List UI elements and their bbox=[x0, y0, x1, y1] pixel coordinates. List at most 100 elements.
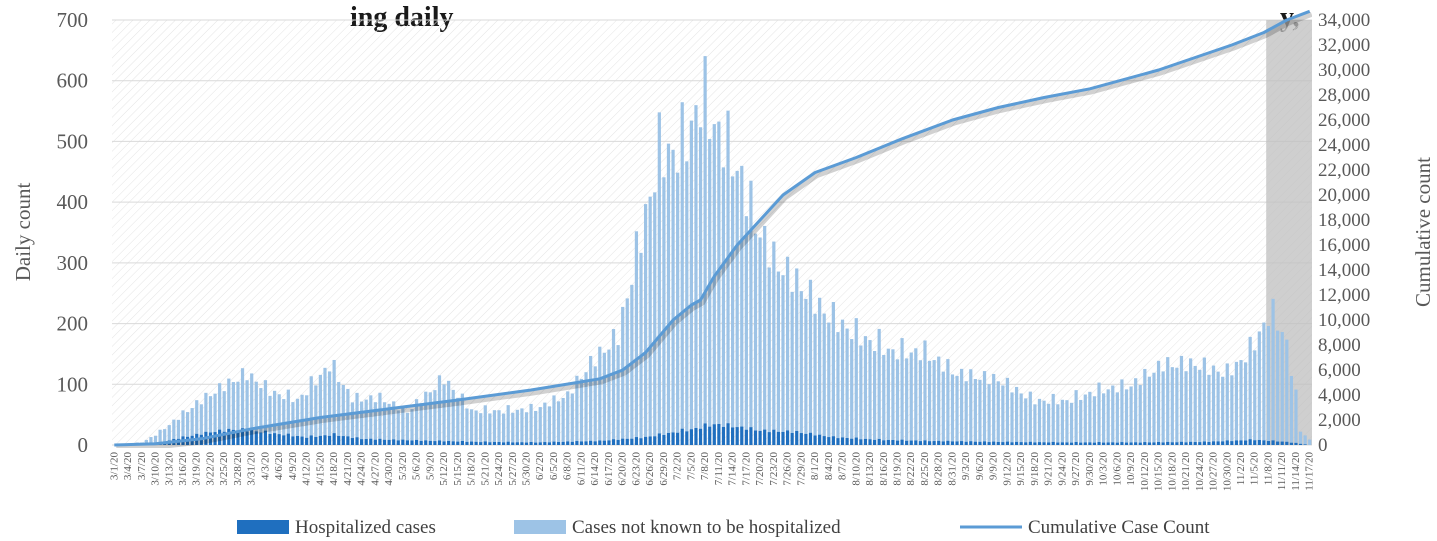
bar-not-hospitalized bbox=[955, 375, 959, 442]
bar-not-hospitalized bbox=[447, 380, 451, 441]
bar-not-hospitalized bbox=[474, 410, 478, 442]
bar-hospitalized bbox=[479, 442, 483, 445]
bar-hospitalized bbox=[392, 439, 396, 445]
bar-hospitalized bbox=[1047, 442, 1051, 445]
bar-not-hospitalized bbox=[350, 402, 355, 439]
bar-hospitalized bbox=[488, 442, 492, 445]
bar-not-hospitalized bbox=[845, 328, 849, 439]
bar-not-hospitalized bbox=[731, 176, 735, 428]
bar-not-hospitalized bbox=[818, 297, 822, 435]
bar-hospitalized bbox=[447, 440, 451, 445]
x-tick-label: 8/19/20 bbox=[892, 452, 904, 486]
x-tick-label: 7/20/20 bbox=[754, 452, 766, 486]
y-left-tick-label: 600 bbox=[57, 69, 89, 93]
bar-hospitalized bbox=[268, 433, 272, 445]
bar-hospitalized bbox=[1211, 441, 1216, 445]
bar-hospitalized bbox=[937, 440, 941, 445]
bar-hospitalized bbox=[1276, 441, 1280, 445]
bar-hospitalized bbox=[763, 429, 767, 445]
x-tick-label: 7/8/20 bbox=[699, 452, 711, 481]
bar-hospitalized bbox=[1001, 442, 1005, 445]
bar-hospitalized bbox=[272, 433, 277, 445]
y-right-tick-label: 22,000 bbox=[1318, 160, 1370, 181]
bar-not-hospitalized bbox=[905, 358, 909, 441]
bar-hospitalized bbox=[891, 439, 895, 445]
bar-hospitalized bbox=[671, 432, 675, 445]
bar-not-hospitalized bbox=[1225, 363, 1229, 441]
bar-hospitalized bbox=[1179, 441, 1184, 445]
x-tick-label: 10/6/20 bbox=[1111, 452, 1123, 486]
bar-not-hospitalized bbox=[414, 399, 419, 440]
x-tick-label: 5/18/20 bbox=[466, 452, 478, 486]
bar-hospitalized bbox=[625, 438, 629, 445]
bar-not-hospitalized bbox=[671, 149, 675, 433]
bar-not-hospitalized bbox=[1234, 361, 1239, 441]
bar-not-hospitalized bbox=[465, 408, 469, 442]
series-hospitalized-bars bbox=[121, 423, 1307, 445]
x-tick-label: 7/2/20 bbox=[672, 452, 684, 481]
bar-not-hospitalized bbox=[657, 112, 661, 434]
bar-not-hospitalized bbox=[872, 351, 877, 440]
bar-not-hospitalized bbox=[1111, 385, 1115, 443]
bar-not-hospitalized bbox=[392, 401, 396, 440]
bar-not-hospitalized bbox=[1175, 367, 1179, 443]
bar-not-hospitalized bbox=[1083, 394, 1087, 443]
bar-not-hospitalized bbox=[1156, 360, 1161, 442]
bar-hospitalized bbox=[378, 438, 382, 445]
bar-hospitalized bbox=[978, 441, 982, 445]
bar-not-hospitalized bbox=[790, 291, 794, 433]
x-tick-label: 3/13/20 bbox=[163, 452, 175, 486]
bar-hospitalized bbox=[341, 436, 345, 445]
bar-hospitalized bbox=[1156, 441, 1161, 445]
bar-hospitalized bbox=[1134, 442, 1138, 445]
x-tick-label: 7/26/20 bbox=[782, 452, 794, 486]
bar-hospitalized bbox=[1143, 442, 1147, 445]
bar-not-hospitalized bbox=[506, 405, 510, 442]
bar-hospitalized bbox=[1028, 441, 1032, 445]
bar-hospitalized bbox=[840, 437, 845, 445]
bar-hospitalized bbox=[474, 441, 478, 445]
bar-not-hospitalized bbox=[176, 419, 181, 439]
bar-hospitalized bbox=[685, 431, 689, 445]
bar-hospitalized bbox=[346, 436, 350, 445]
bar-not-hospitalized bbox=[149, 437, 153, 444]
bar-not-hospitalized bbox=[552, 395, 556, 442]
bar-hospitalized bbox=[1202, 441, 1206, 445]
y-right-tick-label: 26,000 bbox=[1318, 110, 1370, 131]
bar-not-hospitalized bbox=[813, 313, 817, 436]
bar-not-hospitalized bbox=[263, 380, 268, 431]
bar-not-hospitalized bbox=[1019, 393, 1023, 443]
bar-hospitalized bbox=[1285, 441, 1289, 445]
bar-not-hospitalized bbox=[497, 410, 501, 443]
bar-hospitalized bbox=[932, 441, 936, 445]
x-tick-label: 9/15/20 bbox=[1015, 452, 1027, 486]
x-tick-label: 9/9/20 bbox=[988, 452, 1000, 481]
bar-not-hospitalized bbox=[621, 306, 625, 439]
bar-not-hospitalized bbox=[1285, 339, 1289, 442]
bar-hospitalized bbox=[872, 439, 877, 445]
x-tick-label: 7/17/20 bbox=[740, 452, 752, 486]
y-right-tick-label: 32,000 bbox=[1318, 35, 1370, 56]
bar-not-hospitalized bbox=[566, 391, 570, 442]
y-axis-left-ticks: 0 100 200 300 400 500 600 700 bbox=[57, 8, 89, 457]
bar-not-hospitalized bbox=[589, 355, 593, 441]
y-right-tick-label: 16,000 bbox=[1318, 235, 1370, 256]
bar-not-hospitalized bbox=[1079, 399, 1083, 443]
bar-not-hospitalized bbox=[1028, 391, 1032, 442]
bar-not-hospitalized bbox=[946, 359, 950, 441]
x-tick-label: 8/7/20 bbox=[837, 452, 849, 481]
bar-not-hospitalized bbox=[195, 400, 199, 434]
y-right-tick-label: 34,000 bbox=[1318, 10, 1370, 31]
x-tick-label: 5/15/20 bbox=[452, 452, 464, 486]
bar-not-hospitalized bbox=[767, 267, 771, 433]
bar-not-hospitalized bbox=[163, 429, 167, 442]
bar-hospitalized bbox=[506, 441, 510, 445]
bar-hospitalized bbox=[795, 430, 799, 445]
bar-not-hospitalized bbox=[1266, 326, 1271, 442]
bar-not-hospitalized bbox=[758, 237, 762, 431]
bar-hospitalized bbox=[927, 441, 932, 445]
x-tick-label: 5/6/20 bbox=[411, 452, 423, 481]
bar-hospitalized bbox=[731, 427, 735, 445]
bar-not-hospitalized bbox=[185, 412, 190, 437]
